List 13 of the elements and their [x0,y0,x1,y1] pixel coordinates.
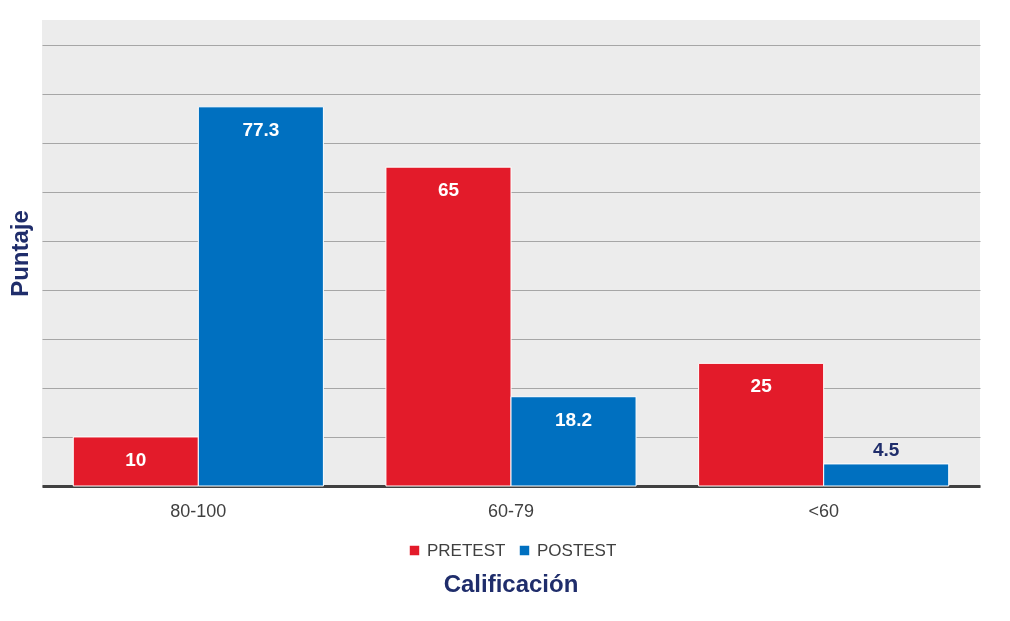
legend-label: POSTEST [537,540,617,560]
x-tick-label: 60-79 [487,500,535,521]
y-axis-title: Puntaje [5,210,33,297]
data-label: 77.3 [242,118,280,140]
x-axis-title: Calificación [443,570,579,597]
data-label: 10 [125,448,147,470]
data-label: 18.2 [555,408,593,430]
x-tick-label: 80-100 [170,500,227,521]
x-tick-label: <60 [808,500,839,521]
data-label: 65 [437,179,460,201]
data-label: 25 [750,375,773,397]
legend-label: PRETEST [427,540,506,560]
data-label: 4.5 [872,438,900,460]
